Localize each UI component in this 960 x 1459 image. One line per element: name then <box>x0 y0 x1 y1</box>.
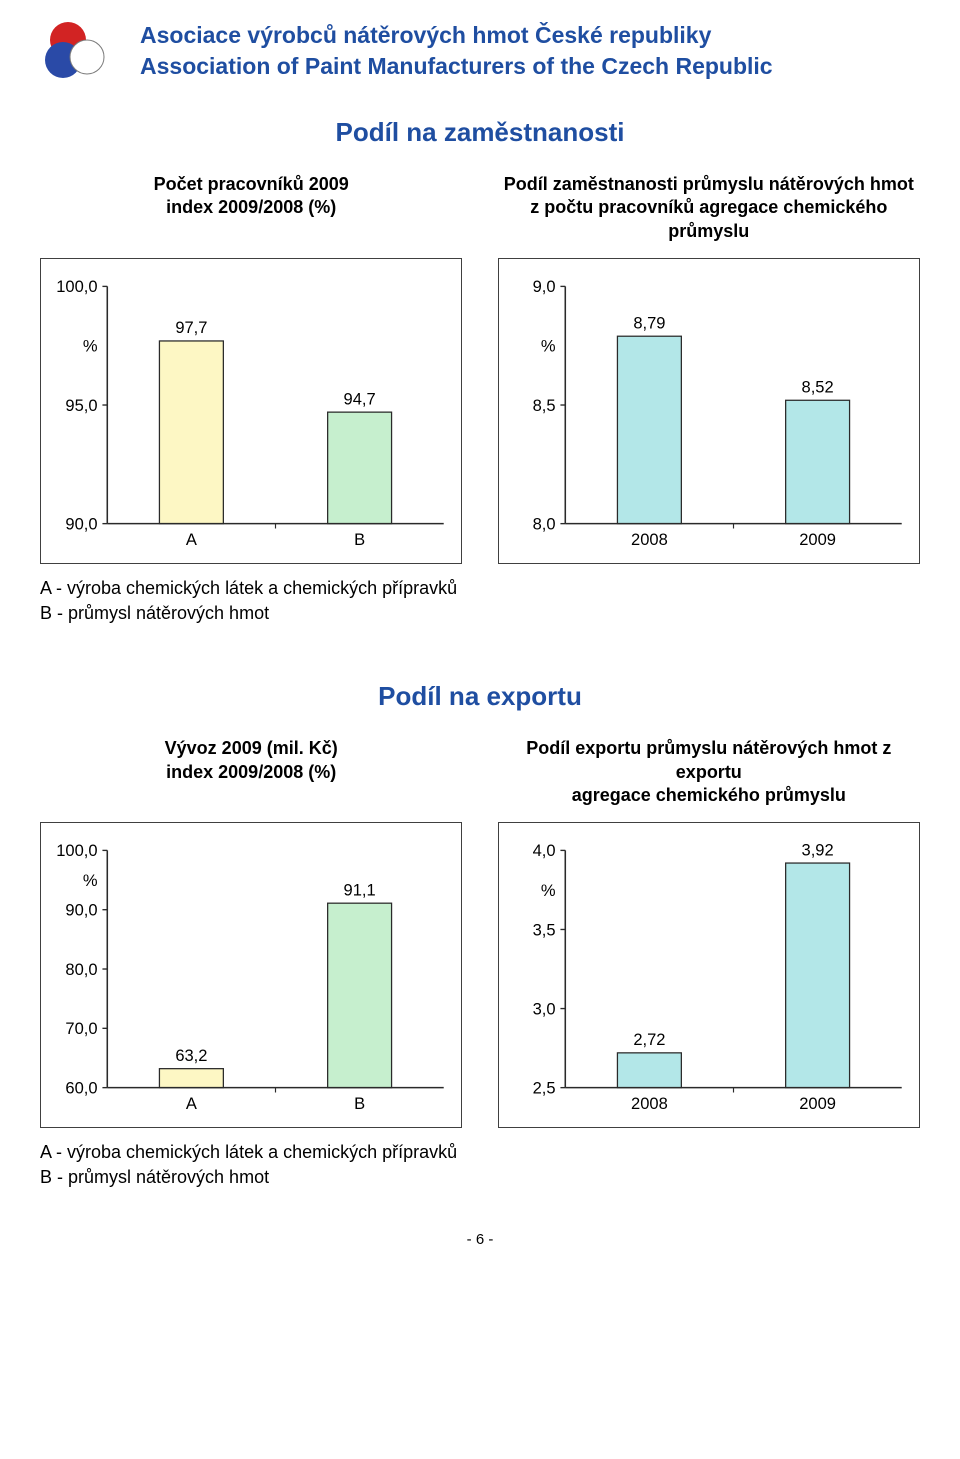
page: Asociace výrobců nátěrových hmot České r… <box>0 0 960 1278</box>
s1-left-l2: index 2009/2008 (%) <box>166 197 336 217</box>
org-title-cz: Asociace výrobců nátěrových hmot České r… <box>140 20 920 51</box>
svg-text:4,0: 4,0 <box>532 842 555 861</box>
svg-text:2009: 2009 <box>799 530 836 549</box>
s2-left-l2: index 2009/2008 (%) <box>166 762 336 782</box>
svg-text:2009: 2009 <box>799 1094 836 1113</box>
section-title-employment: Podíl na zaměstnanosti <box>40 117 920 148</box>
svg-text:8,52: 8,52 <box>801 378 833 397</box>
svg-text:94,7: 94,7 <box>344 390 376 409</box>
svg-text:70,0: 70,0 <box>65 1020 97 1039</box>
svg-text:2008: 2008 <box>631 530 668 549</box>
chart-employment-share: 8,0 8,5 9,0% 8,79 2008 8,52 2009 <box>498 258 920 564</box>
s1-right-l1: Podíl zaměstnanosti průmyslu nátěrových … <box>504 174 914 194</box>
svg-text:8,79: 8,79 <box>633 314 665 333</box>
svg-text:2,72: 2,72 <box>633 1030 665 1049</box>
svg-text:91,1: 91,1 <box>344 881 376 900</box>
svg-text:%: % <box>540 881 555 900</box>
svg-text:95,0: 95,0 <box>65 396 97 415</box>
svg-text:100,0: 100,0 <box>56 277 97 296</box>
section2-left-subtitle: Vývoz 2009 (mil. Kč) index 2009/2008 (%) <box>40 737 462 807</box>
svg-text:100,0: 100,0 <box>56 842 97 861</box>
section2-subtitles: Vývoz 2009 (mil. Kč) index 2009/2008 (%)… <box>40 737 920 807</box>
section2-charts: 60,0 70,0 80,0 90,0 100,0% 63,2 A 91,1 B A - výr… <box>40 822 920 1190</box>
svg-text:8,5: 8,5 <box>532 396 555 415</box>
legend-b: B - průmysl nátěrových hmot <box>40 601 462 626</box>
svg-text:%: % <box>540 337 555 356</box>
svg-text:A: A <box>186 530 197 549</box>
svg-text:2,5: 2,5 <box>532 1079 555 1098</box>
section1-legend: A - výroba chemických látek a chemických… <box>40 576 462 626</box>
svg-text:8,0: 8,0 <box>532 515 555 534</box>
page-number: - 6 - <box>40 1231 920 1248</box>
s1-right-l2: z počtu pracovníků agregace chemického p… <box>530 197 887 240</box>
svg-text:3,5: 3,5 <box>532 921 555 940</box>
s1-left-l1: Počet pracovníků 2009 <box>154 174 349 194</box>
svg-text:2008: 2008 <box>631 1094 668 1113</box>
svg-text:63,2: 63,2 <box>175 1046 207 1065</box>
logo-icon <box>40 20 122 87</box>
svg-text:90,0: 90,0 <box>65 515 97 534</box>
legend-b: B - průmysl nátěrových hmot <box>40 1165 462 1190</box>
legend-a: A - výroba chemických látek a chemických… <box>40 1140 462 1165</box>
chart-employment-index: 90,0 95,0 100,0% 97,7 A 94,7 B A - výroba chem… <box>40 258 462 626</box>
svg-text:B: B <box>354 530 365 549</box>
s2-right-l2: agregace chemického průmyslu <box>572 785 846 805</box>
svg-text:3,0: 3,0 <box>532 1000 555 1019</box>
s2-left-l1: Vývoz 2009 (mil. Kč) <box>165 738 338 758</box>
legend-a: A - výroba chemických látek a chemických… <box>40 576 462 601</box>
svg-text:%: % <box>83 871 98 890</box>
chart-export-share: 2,5 3,0 3,5 4,0% 2,72 2008 3,92 2009 <box>498 822 920 1128</box>
svg-text:3,92: 3,92 <box>801 841 833 860</box>
page-header: Asociace výrobců nátěrových hmot České r… <box>40 20 920 87</box>
section1-right-subtitle: Podíl zaměstnanosti průmyslu nátěrových … <box>498 173 920 243</box>
svg-text:90,0: 90,0 <box>65 901 97 920</box>
svg-text:97,7: 97,7 <box>175 318 207 337</box>
section-title-export: Podíl na exportu <box>40 681 920 712</box>
section1-left-subtitle: Počet pracovníků 2009 index 2009/2008 (%… <box>40 173 462 243</box>
org-title-en: Association of Paint Manufacturers of th… <box>140 51 920 82</box>
svg-text:B: B <box>354 1094 365 1113</box>
s2-right-l1: Podíl exportu průmyslu nátěrových hmot z… <box>526 738 891 781</box>
section1-charts: 90,0 95,0 100,0% 97,7 A 94,7 B A - výroba chem… <box>40 258 920 626</box>
chart-export-index: 60,0 70,0 80,0 90,0 100,0% 63,2 A 91,1 B A - výr… <box>40 822 462 1190</box>
svg-text:A: A <box>186 1094 197 1113</box>
svg-text:9,0: 9,0 <box>532 277 555 296</box>
header-titles: Asociace výrobců nátěrových hmot České r… <box>140 20 920 82</box>
section1-subtitles: Počet pracovníků 2009 index 2009/2008 (%… <box>40 173 920 243</box>
svg-text:%: % <box>83 337 98 356</box>
section2-legend: A - výroba chemických látek a chemických… <box>40 1140 462 1190</box>
svg-text:60,0: 60,0 <box>65 1079 97 1098</box>
svg-text:80,0: 80,0 <box>65 960 97 979</box>
section2-right-subtitle: Podíl exportu průmyslu nátěrových hmot z… <box>498 737 920 807</box>
